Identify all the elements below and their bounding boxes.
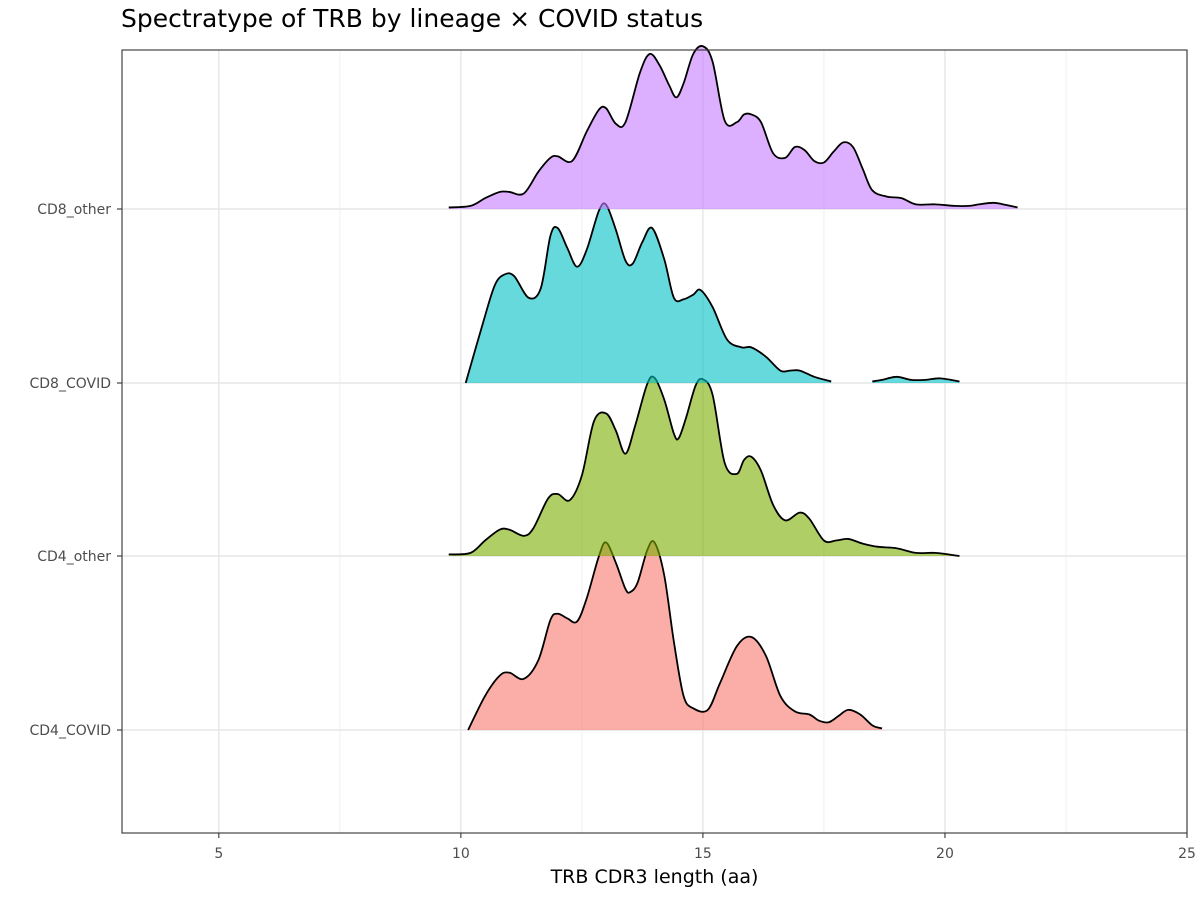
x-tick-label: 20	[936, 846, 954, 862]
ridge-CD4_other	[448, 375, 960, 557]
ridge-outline	[448, 45, 1018, 209]
x-axis-title: TRB CDR3 length (aa)	[550, 866, 759, 888]
y-axis-ticks: CD4_COVID CD4_other CD8_COVID CD8_other	[30, 202, 122, 739]
ridge-area	[465, 203, 832, 383]
ridge-outline	[467, 540, 883, 731]
ridge-layer	[448, 45, 1018, 731]
ridge-area	[448, 376, 960, 556]
x-axis-ticks: 5 10 15 20 25	[214, 833, 1196, 862]
x-tick-label: 5	[214, 846, 223, 862]
ridge-outline	[464, 202, 832, 384]
ridge-CD8_COVID	[464, 202, 960, 384]
y-tick-label: CD4_COVID	[30, 723, 112, 739]
ridge-area	[468, 540, 883, 730]
y-tick-label: CD4_other	[37, 549, 111, 565]
ridge-CD4_COVID	[467, 540, 883, 731]
x-tick-label: 15	[694, 846, 712, 862]
ridge-outline	[448, 375, 960, 557]
ridge-outline	[872, 375, 960, 383]
x-tick-label: 25	[1178, 846, 1196, 862]
y-tick-label: CD8_COVID	[30, 376, 112, 392]
y-tick-label: CD8_other	[37, 202, 111, 218]
ridge-area	[448, 45, 1018, 210]
plot-panel-border	[121, 49, 1188, 834]
chart-title: Spectratype of TRB by lineage × COVID st…	[121, 4, 704, 33]
x-tick-label: 10	[452, 846, 470, 862]
ridge-CD8_other	[448, 45, 1018, 210]
